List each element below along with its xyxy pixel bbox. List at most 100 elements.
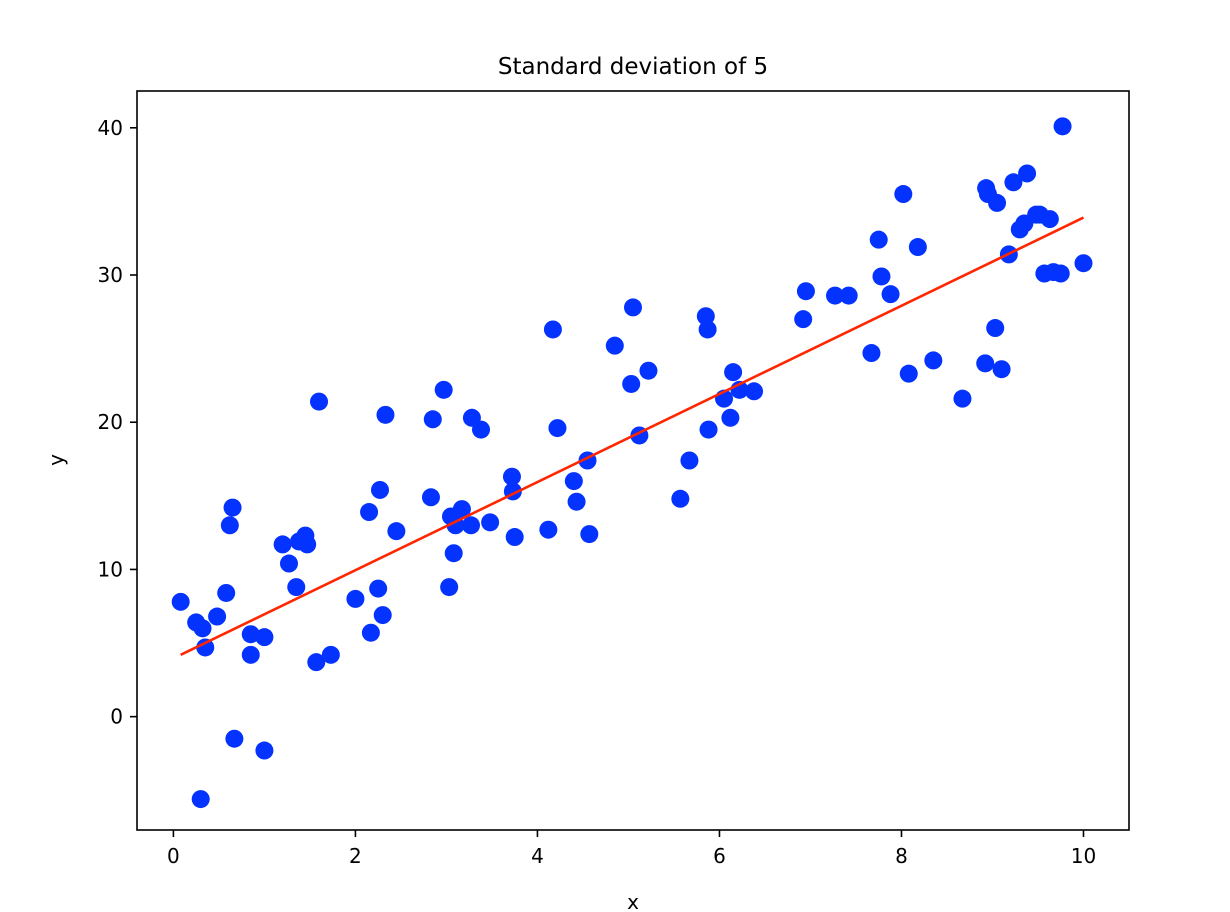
scatter-point [1040,210,1059,229]
scatter-point [624,298,642,317]
scatter-point [298,535,317,554]
scatter-point [721,408,740,427]
scatter-point [223,498,242,517]
x-tick-label: 6 [713,844,726,868]
scatter-point [564,472,583,491]
scatter-point [373,606,392,625]
scatter-point [1004,173,1023,192]
scatter-point [346,589,365,608]
scatter-point [899,364,918,383]
scatter-point [321,645,340,664]
scatter-point [421,488,440,507]
scatter-point [225,729,244,748]
scatter-point [796,282,815,301]
scatter-point [287,578,306,597]
x-tick-label: 10 [1071,844,1096,868]
scatter-point [986,319,1005,338]
x-tick-label: 2 [349,844,362,868]
x-tick-label: 0 [167,844,180,868]
scatter-point [1074,254,1093,273]
scatter-point [217,583,236,602]
scatter-point [680,451,699,470]
scatter-point [434,380,453,399]
scatter-point [370,480,389,499]
scatter-point [992,360,1011,379]
scatter-point [872,267,891,286]
y-tick-label: 40 [98,116,123,140]
scatter-point [440,578,459,597]
scatter-point [505,528,524,547]
scatter-point [862,344,881,363]
scatter-point [279,554,298,573]
scatter-point [369,579,388,598]
scatter-point [481,513,500,532]
scatter-point [953,389,972,408]
x-axis: 0 2 4 6 8 10 [167,830,1096,868]
scatter-point [310,392,329,411]
scatter-point [193,619,212,638]
scatter-point [869,230,888,249]
scatter-point [361,623,380,642]
scatter-point [548,419,567,438]
y-tick-label: 30 [98,263,123,287]
scatter-point [462,516,480,535]
scatter-point [191,790,210,809]
scatter-point [241,625,260,644]
y-tick-label: 0 [110,705,123,729]
scatter-point [255,628,274,647]
scatter-point [567,492,586,511]
scatter-point [976,354,995,373]
scatter-point [171,592,190,611]
scatter-point [196,638,215,657]
scatter-point [622,374,641,393]
scatter-point [580,525,599,544]
scatter-point [724,363,743,382]
scatter-point [502,467,521,486]
scatter-point [255,741,274,760]
scatter-point [745,382,764,401]
x-tick-label: 8 [895,844,908,868]
scatter-point [924,351,943,370]
scatter-point [220,516,239,535]
scatter-point [208,607,227,626]
y-axis: 0 10 20 30 40 [98,116,137,729]
plot-area [171,117,1093,809]
scatter-point [988,193,1007,212]
y-tick-label: 20 [98,410,123,434]
scatter-point [472,420,491,439]
x-axis-label: x [627,890,639,912]
scatter-point [273,535,292,554]
scatter-point [794,310,813,329]
scatter-point [696,307,715,326]
y-axis-label: y [44,454,68,466]
y-tick-label: 10 [98,557,123,581]
scatter-point [839,286,858,305]
scatter-point [539,520,558,539]
trend-line [180,216,1085,656]
scatter-point [826,286,845,305]
scatter-point [444,544,463,563]
scatter-point [543,320,562,339]
scatter-point [698,320,717,339]
scatter-point [605,336,624,355]
plot-frame [136,90,1130,831]
scatter-point [360,503,379,522]
scatter-point [881,285,900,304]
chart-title: Standard deviation of 5 [498,54,768,80]
scatter-point [1053,117,1072,136]
scatter-point [908,238,927,257]
scatter-point [423,410,442,429]
scatter-point [639,361,658,380]
scatter-point [387,522,406,541]
scatter-point [699,420,718,439]
scatter-point [376,405,395,424]
scatter-point [1051,264,1070,283]
x-tick-label: 4 [531,844,544,868]
scatter-point [671,489,690,508]
scatter-point [452,500,471,519]
scatter-point [307,653,326,672]
scatter-point [1018,164,1037,183]
scatter-point [894,185,913,204]
scatter-point [241,645,260,664]
